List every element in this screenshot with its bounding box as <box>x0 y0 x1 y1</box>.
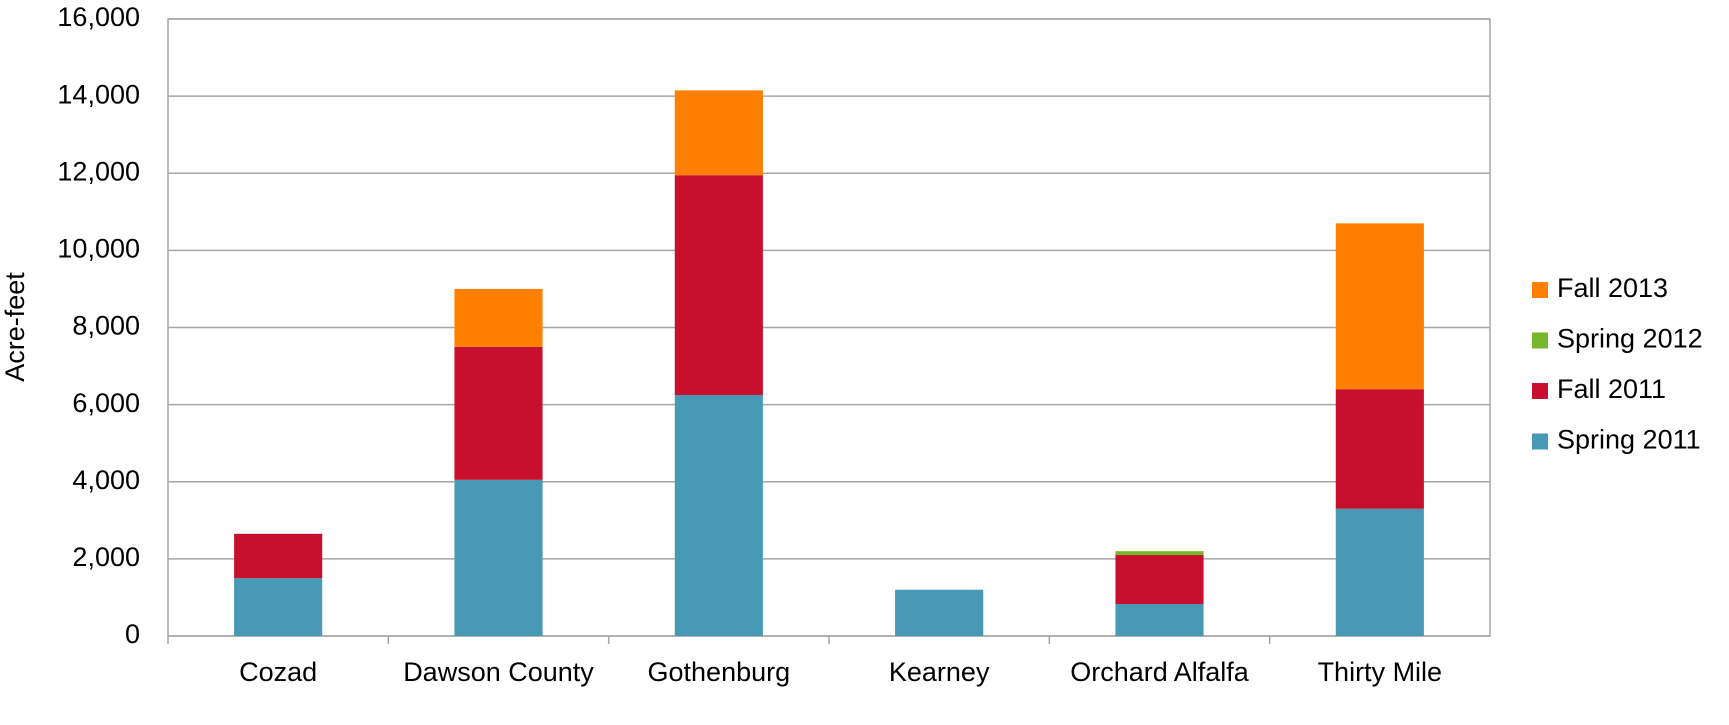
bar-segment <box>1335 389 1424 509</box>
x-tick-label: Kearney <box>889 657 990 687</box>
bar-segment <box>234 533 323 579</box>
legend-label: Fall 2013 <box>1557 273 1668 303</box>
y-tick-label: 14,000 <box>57 79 140 109</box>
y-tick-label: 2,000 <box>72 542 140 572</box>
bar-segment <box>895 589 984 636</box>
legend-label: Spring 2011 <box>1557 425 1701 455</box>
bar-segment <box>674 90 763 176</box>
bar-segment <box>1115 603 1204 636</box>
y-tick-label: 10,000 <box>57 234 140 264</box>
bar-segment <box>674 394 763 636</box>
x-tick-label: Cozad <box>239 657 317 687</box>
x-tick-label: Thirty Mile <box>1318 657 1443 687</box>
bar-segment <box>1115 551 1204 556</box>
bar-segment <box>674 175 763 395</box>
y-axis-label: Acre-feet <box>0 272 30 382</box>
bar-segment <box>454 346 543 480</box>
y-tick-label: 6,000 <box>72 388 140 418</box>
legend-swatch <box>1532 433 1548 450</box>
bar-segment <box>234 578 323 636</box>
y-tick-label: 4,000 <box>72 465 140 495</box>
y-tick-label: 8,000 <box>72 311 140 341</box>
legend-label: Fall 2011 <box>1557 374 1666 404</box>
x-tick-label: Gothenburg <box>648 657 791 687</box>
y-tick-label: 0 <box>125 619 140 649</box>
bar-segment <box>1335 508 1424 636</box>
bar-segment <box>454 288 543 347</box>
bar-segment <box>1115 555 1204 604</box>
bar-segment <box>1335 223 1424 390</box>
x-tick-label: Orchard Alfalfa <box>1070 657 1250 687</box>
bar-segment <box>454 479 543 636</box>
legend-swatch <box>1532 383 1548 399</box>
legend-swatch <box>1532 282 1548 298</box>
legend-swatch <box>1532 332 1548 349</box>
x-tick-label: Dawson County <box>403 657 594 687</box>
y-tick-label: 16,000 <box>57 2 140 32</box>
y-tick-label: 12,000 <box>57 156 140 186</box>
legend-label: Spring 2012 <box>1557 324 1703 354</box>
